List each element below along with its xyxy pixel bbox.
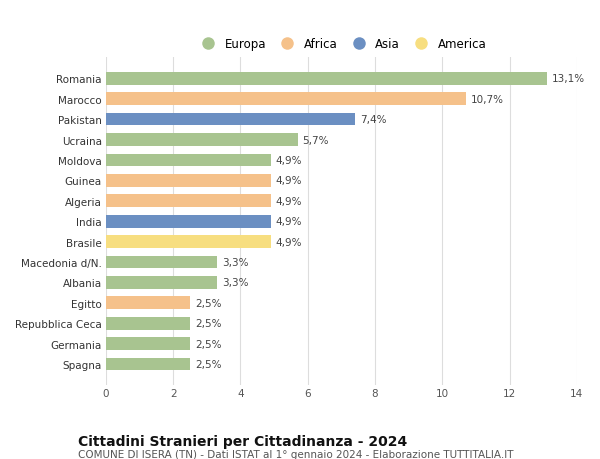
Bar [106,256,217,269]
Text: COMUNE DI ISERA (TN) - Dati ISTAT al 1° gennaio 2024 - Elaborazione TUTTITALIA.I: COMUNE DI ISERA (TN) - Dati ISTAT al 1° … [78,449,514,459]
Text: 2,5%: 2,5% [195,319,221,329]
Bar [106,73,547,85]
Bar [106,358,190,370]
Bar [106,93,466,106]
Bar [106,154,271,167]
Text: 7,4%: 7,4% [360,115,386,125]
Text: 2,5%: 2,5% [195,359,221,369]
Legend: Europa, Africa, Asia, America: Europa, Africa, Asia, America [196,38,487,50]
Bar [106,195,271,207]
Text: 4,9%: 4,9% [276,176,302,186]
Bar [106,113,355,126]
Text: 4,9%: 4,9% [276,196,302,207]
Text: 2,5%: 2,5% [195,298,221,308]
Text: 4,9%: 4,9% [276,217,302,227]
Bar [106,276,217,289]
Bar [106,215,271,228]
Text: 3,3%: 3,3% [222,257,248,268]
Text: 13,1%: 13,1% [551,74,584,84]
Bar [106,236,271,248]
Bar [106,317,190,330]
Text: 2,5%: 2,5% [195,339,221,349]
Bar [106,134,298,146]
Text: 4,9%: 4,9% [276,237,302,247]
Text: 4,9%: 4,9% [276,156,302,166]
Text: Cittadini Stranieri per Cittadinanza - 2024: Cittadini Stranieri per Cittadinanza - 2… [78,434,407,448]
Bar [106,175,271,187]
Text: 3,3%: 3,3% [222,278,248,288]
Bar [106,297,190,309]
Bar [106,337,190,350]
Text: 5,7%: 5,7% [302,135,329,145]
Text: 10,7%: 10,7% [471,95,504,105]
